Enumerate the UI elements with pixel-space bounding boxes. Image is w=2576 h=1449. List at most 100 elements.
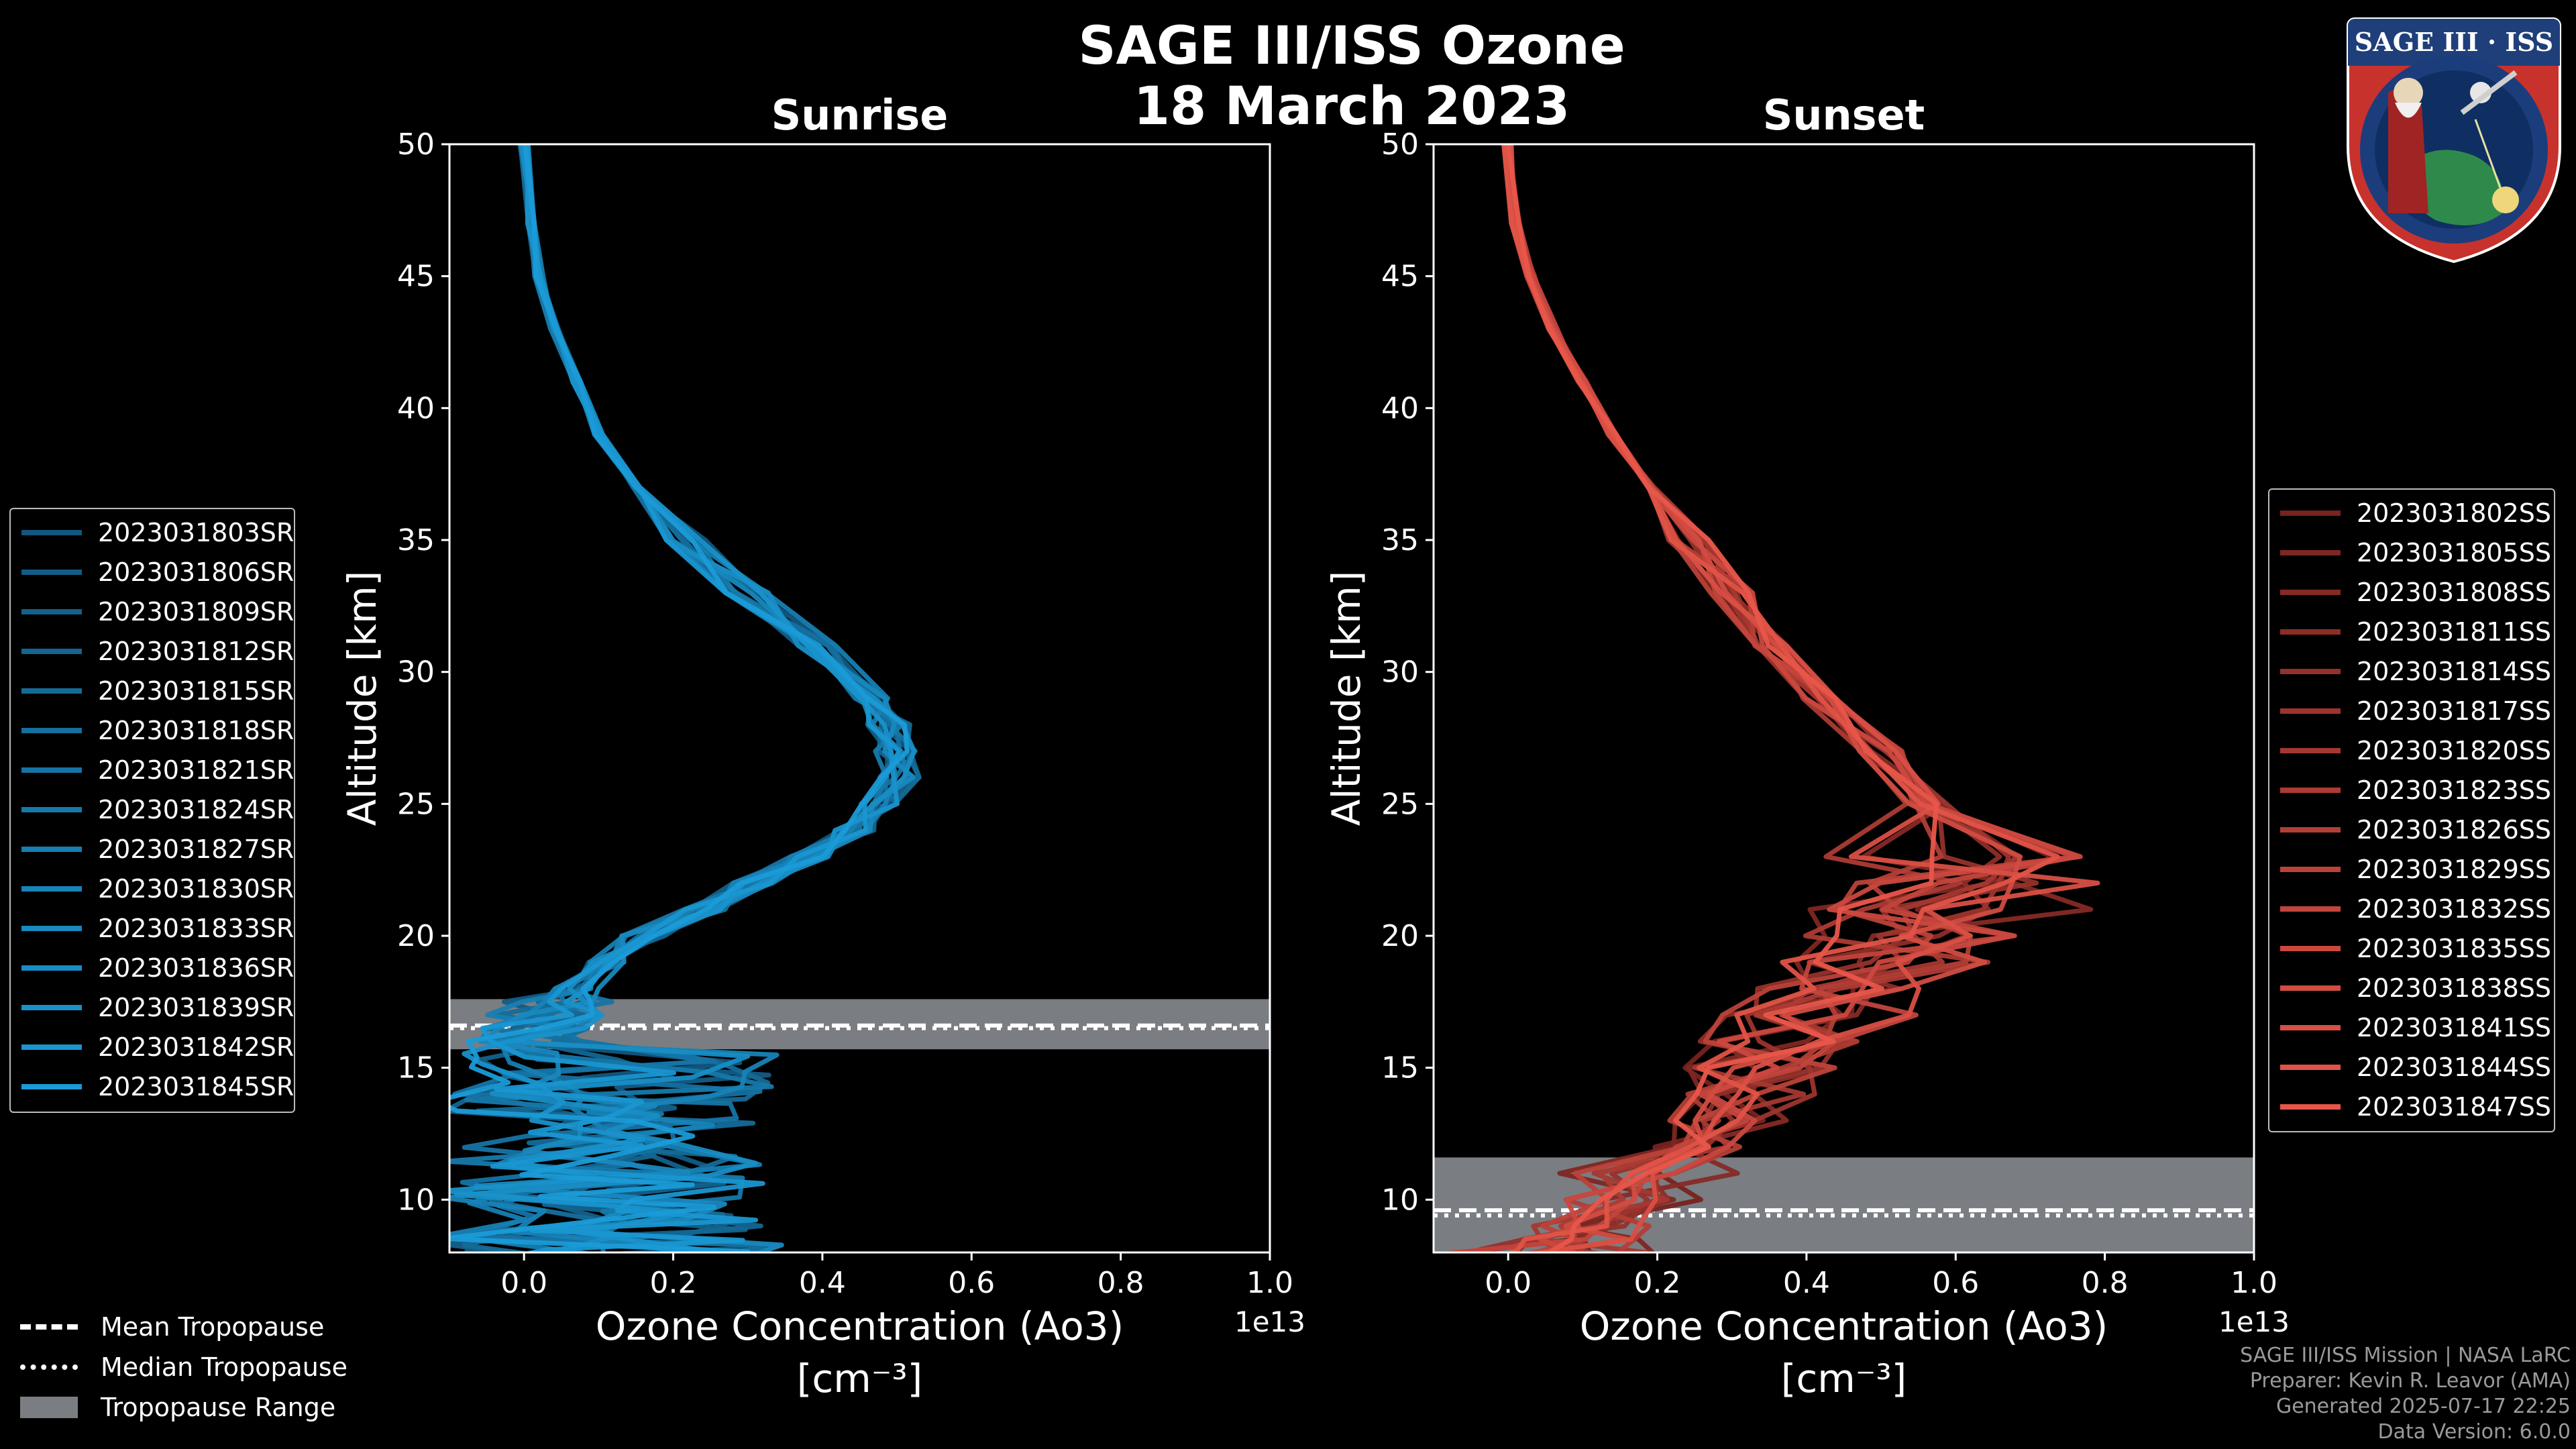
y-tick-label: 20	[1381, 919, 1419, 953]
legend-entry: 2023031826SS	[2269, 810, 2551, 849]
legend-entry: 2023031818SR	[11, 711, 294, 750]
credit-line: SAGE III/ISS Mission | NASA LaRC	[2240, 1344, 2571, 1367]
legend-entry: 2023031835SS	[2269, 929, 2551, 968]
legend-swatch	[21, 767, 82, 773]
legend-label: 2023031830SR	[98, 874, 294, 904]
credit-line: Generated 2025-07-17 22:25	[2275, 1395, 2571, 1418]
legend-swatch	[21, 965, 82, 971]
legend-swatch	[21, 609, 82, 614]
x-tick-label: 0.8	[2082, 1266, 2129, 1300]
legend-swatch	[2280, 985, 2341, 991]
legend-label: 2023031811SS	[2357, 617, 2552, 647]
legend-label: 2023031835SS	[2357, 934, 2552, 963]
x-axis-label: Ozone Concentration (Ao3)	[1580, 1303, 2108, 1349]
legend-swatch	[21, 728, 82, 733]
x-tick-label: 0.2	[1634, 1266, 1681, 1300]
sage-iii-iss-logo: SAGE III · ISS	[2347, 17, 2561, 264]
x-tick-label: 0.4	[799, 1266, 846, 1300]
legend-entry: 2023031823SS	[2269, 771, 2551, 810]
legend-swatch	[21, 688, 82, 694]
legend-entry: 2023031845SR	[11, 1067, 294, 1106]
legend-label: 2023031803SR	[98, 518, 294, 547]
sunset-chart: 0.0 0.2 0.4 0.6 0.8 1.0 10 15 20 25 30 35 40 45 50 Suns…	[1324, 91, 2290, 1401]
y-tick-label: 50	[1381, 127, 1419, 162]
x-tick-label: 0.4	[1783, 1266, 1830, 1300]
profile-2023031845SR	[449, 144, 910, 1252]
legend-swatch	[2280, 1065, 2341, 1070]
legend-swatch	[2280, 788, 2341, 793]
legend-label: 2023031806SR	[98, 557, 294, 587]
legend-entry: 2023031832SS	[2269, 890, 2551, 928]
y-tick-label: 10	[1381, 1183, 1419, 1217]
sunrise-chart: 0.0 0.2 0.4 0.6 0.8 1.0 10 15 20 25 30 35 40 45 50 Sunr…	[339, 91, 1305, 1401]
tropopause-legend-swatch	[20, 1324, 78, 1330]
tropopause-legend-swatch	[20, 1397, 78, 1418]
legend-label: 2023031821SR	[98, 755, 294, 785]
legend-entry: 2023031812SR	[11, 632, 294, 671]
x-axis-label: Ozone Concentration (Ao3)	[596, 1303, 1124, 1349]
profile-2023031847SS	[1505, 144, 1939, 1252]
legend-entry: 2023031838SS	[2269, 969, 2551, 1008]
legend-label: 2023031805SS	[2357, 538, 2552, 568]
x-tick-label: 1.0	[2231, 1266, 2277, 1300]
x-tick-label: 0.0	[500, 1266, 547, 1300]
legend-swatch	[2280, 867, 2341, 872]
legend-swatch	[21, 926, 82, 931]
legend-swatch	[21, 1084, 82, 1089]
legend-swatch	[2280, 590, 2341, 595]
legend-swatch	[2280, 1025, 2341, 1030]
y-tick-label: 45	[397, 260, 435, 294]
axes-frame	[448, 143, 1271, 1254]
profile-2023031817SS	[1509, 144, 2011, 1252]
legend-entry: 2023031844SS	[2269, 1048, 2551, 1087]
profile-2023031832SS	[1441, 144, 2080, 1252]
tropopause-legend-entry: Median Tropopause	[20, 1348, 347, 1386]
x-tick-label: 0.2	[650, 1266, 697, 1300]
y-tick-label: 45	[1381, 260, 1419, 294]
legend-label: 2023031808SS	[2357, 578, 2552, 607]
profile-2023031842SR	[480, 144, 902, 1252]
x-multiplier: 1e13	[1234, 1305, 1305, 1338]
y-tick-label: 15	[1381, 1051, 1419, 1085]
legend-label: 2023031815SR	[98, 676, 294, 706]
tropopause-legend-label: Median Tropopause	[101, 1352, 347, 1382]
legend-entry: 2023031809SR	[11, 592, 294, 631]
x-tick-label: 0.8	[1097, 1266, 1144, 1300]
profile-2023031814SS	[1477, 144, 2039, 1252]
figure-date: 18 March 2023	[1134, 76, 1570, 137]
legend-entry: 2023031814SS	[2269, 652, 2551, 691]
legend-label: 2023031833SR	[98, 914, 294, 943]
y-tick-label: 40	[397, 391, 435, 425]
legend-entry: 2023031820SS	[2269, 731, 2551, 770]
x-tick-label: 1.0	[1246, 1266, 1293, 1300]
legend-swatch	[2280, 629, 2341, 635]
y-tick-label: 25	[397, 787, 435, 821]
legend-entry: 2023031803SR	[11, 513, 294, 552]
legend-label: 2023031827SR	[98, 835, 294, 864]
legend-entry: 2023031802SS	[2269, 494, 2551, 533]
y-tick-label: 35	[1381, 523, 1419, 557]
legend-entry: 2023031805SS	[2269, 533, 2551, 572]
legend-swatch	[21, 1005, 82, 1010]
legend-label: 2023031802SS	[2357, 498, 2552, 528]
y-tick-label: 30	[397, 655, 435, 690]
tropopause-legend: Mean Tropopause Median Tropopause Tropopau…	[20, 1308, 396, 1429]
x-axis-units: [cm⁻³]	[1781, 1356, 1907, 1401]
legend-entry: 2023031839SR	[11, 988, 294, 1027]
legend-swatch	[21, 807, 82, 812]
sunset-legend: 2023031802SS 2023031805SS 2023031808SS 2023…	[2268, 488, 2555, 1132]
tropopause-legend-entry: Mean Tropopause	[20, 1308, 324, 1346]
credits: SAGE III/ISS Mission | NASA LaRC Prepare…	[2240, 1343, 2571, 1445]
logo-text: SAGE III · ISS	[2355, 27, 2553, 57]
x-axis-units: [cm⁻³]	[797, 1356, 923, 1401]
legend-label: 2023031832SS	[2357, 894, 2552, 924]
tropopause-legend-label: Mean Tropopause	[101, 1312, 325, 1342]
legend-label: 2023031829SS	[2357, 855, 2552, 884]
y-tick-label: 50	[397, 127, 435, 162]
legend-swatch	[21, 570, 82, 575]
legend-label: 2023031838SS	[2357, 973, 2552, 1003]
y-axis-label: Altitude [km]	[1324, 571, 1369, 826]
legend-label: 2023031823SS	[2357, 775, 2552, 805]
tropopause-legend-entry: Tropopause Range	[20, 1389, 335, 1426]
legend-entry: 2023031836SR	[11, 949, 294, 987]
